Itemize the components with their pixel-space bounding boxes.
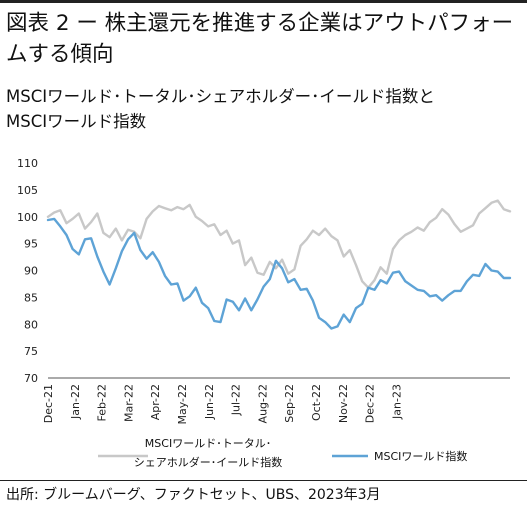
figure-subtitle: MSCIワールド･トータル･シェアホルダー･イールド指数と MSCIワールド指数 <box>6 84 521 134</box>
subtitle-line-2: MSCIワールド指数 <box>6 112 147 131</box>
y-tick-label: 100 <box>17 211 38 224</box>
x-tick-label: May-22 <box>176 384 189 425</box>
x-tick-label: Dec-21 <box>42 384 55 423</box>
y-tick-label: 70 <box>24 372 38 385</box>
x-tick-label: Sep-22 <box>283 384 296 423</box>
legend-world-label: MSCIワールド指数 <box>374 449 467 463</box>
y-tick-label: 110 <box>17 157 38 170</box>
series-line-shareholder-yield <box>46 199 512 289</box>
top-rule <box>0 0 527 3</box>
line-chart: 70 75 80 85 90 95 100 105 110 Dec-21 Jan-22 Feb-22 M… <box>17 157 512 469</box>
x-tick-label: Apr-22 <box>149 384 162 420</box>
y-tick-label: 90 <box>24 265 38 278</box>
x-tick-label: Jan-22 <box>69 384 82 420</box>
legend-shareholder-yield-label-line-2: シェアホルダー･イールド指数 <box>134 455 283 469</box>
y-tick-label: 95 <box>24 238 38 251</box>
x-tick-label: Nov-22 <box>337 384 350 423</box>
x-tick-label: Dec-22 <box>364 384 377 423</box>
subtitle-line-1: MSCIワールド･トータル･シェアホルダー･イールド指数と <box>6 87 435 106</box>
x-tick-label: Feb-22 <box>96 384 109 421</box>
x-tick-label: Oct-22 <box>310 384 323 421</box>
x-tick-label: Jun-22 <box>203 384 216 420</box>
x-tick-label: Jan-23 <box>390 384 403 420</box>
y-tick-label: 75 <box>24 345 38 358</box>
y-tick-label: 85 <box>24 291 38 304</box>
figure-title: 図表 2 ー 株主還元を推進する企業はアウトパフォームする傾向 <box>6 11 514 67</box>
series-line-world <box>46 217 512 330</box>
x-tick-label: Mar-22 <box>122 384 135 422</box>
y-tick-label: 105 <box>17 184 38 197</box>
legend-shareholder-yield-label-line-1: MSCIワールド･トータル･ <box>145 437 271 450</box>
x-tick-label: Aug-22 <box>256 384 269 423</box>
y-tick-label: 80 <box>24 318 38 331</box>
source-note: 出所: ブルームバーグ、ファクトセット、UBS、2023年3月 <box>6 487 381 503</box>
bottom-rule <box>0 480 527 481</box>
x-tick-label: Jul-22 <box>230 384 243 416</box>
